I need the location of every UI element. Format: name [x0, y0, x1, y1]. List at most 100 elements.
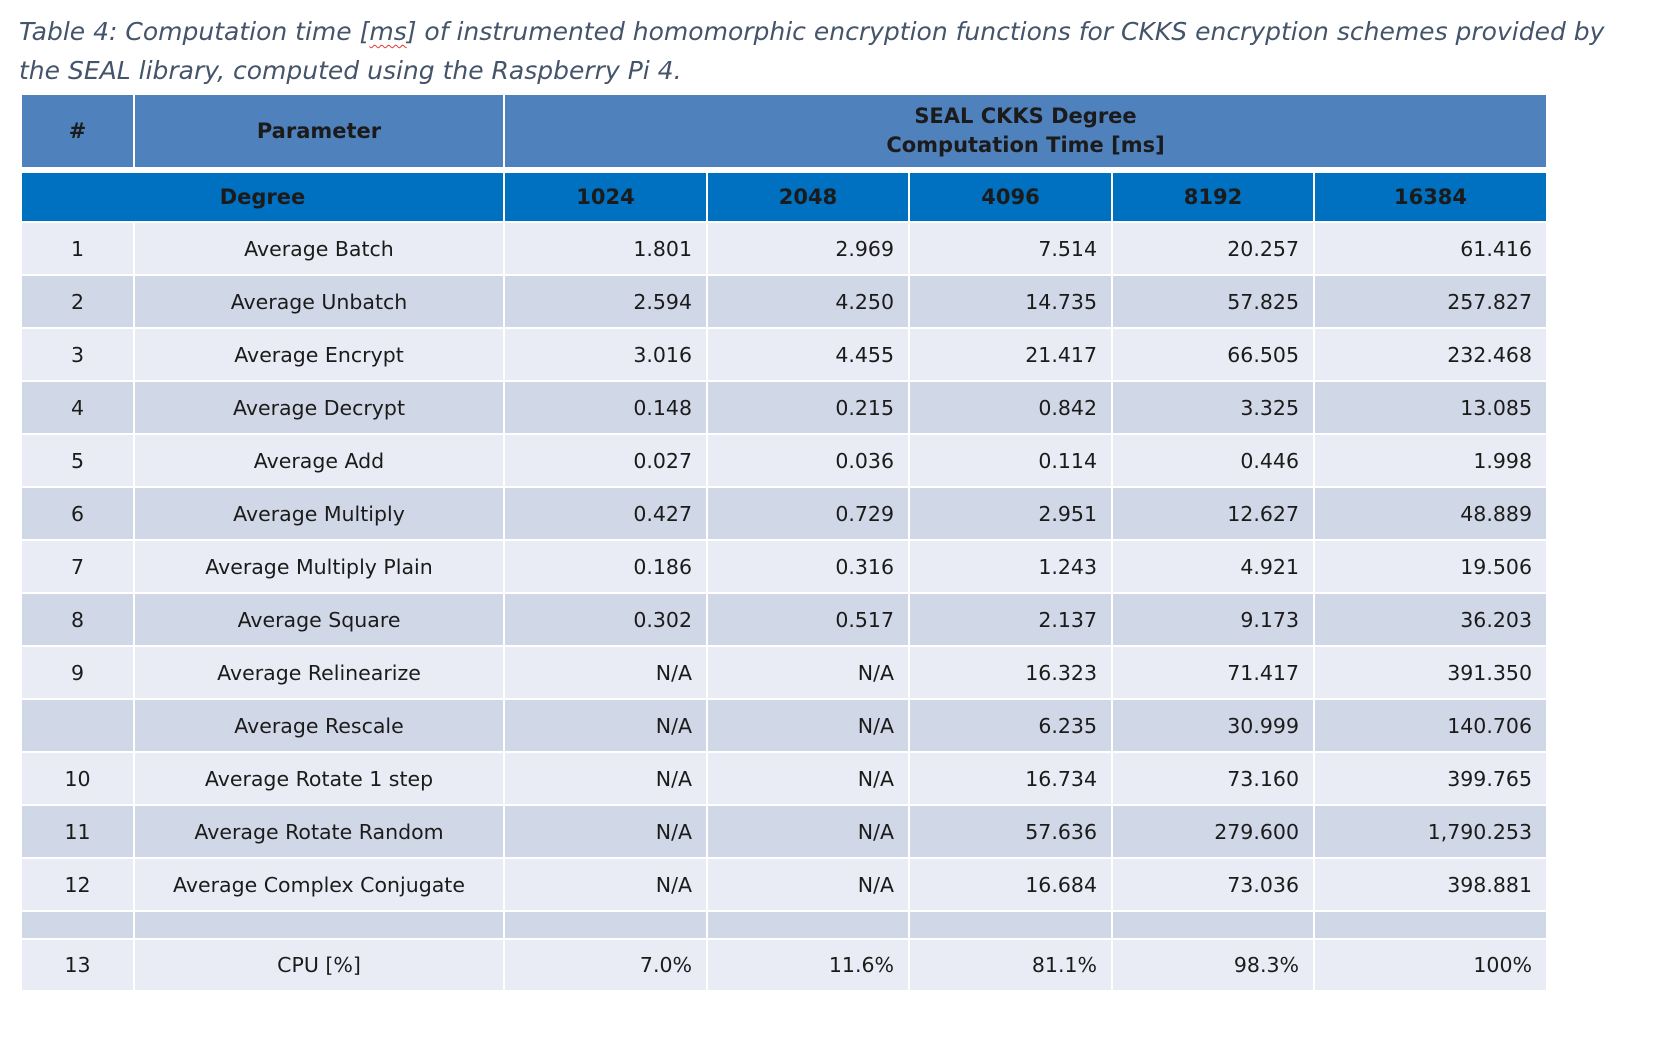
- caption-spellcheck-word: ms: [369, 17, 407, 46]
- row-number: 10: [20, 751, 135, 806]
- row-value-4096: 7.514: [908, 221, 1113, 276]
- header-num: #: [20, 93, 135, 171]
- row-value-16384: 399.765: [1313, 751, 1548, 806]
- row-value-8192: 9.173: [1111, 592, 1315, 647]
- spacer-cell: [1111, 910, 1315, 940]
- table-row: Average Rescale N/A N/A 6.235 30.999 140.706: [20, 698, 1548, 753]
- row-value-2048: 0.316: [706, 539, 910, 594]
- degree-4096: 4096: [908, 167, 1113, 223]
- row-value-16384: 391.350: [1313, 645, 1548, 700]
- caption-text-pre: Table 4: Computation time [: [19, 17, 370, 46]
- spacer-cell: [20, 910, 135, 940]
- row-value-8192: 57.825: [1111, 274, 1315, 329]
- row-value-4096: 2.137: [908, 592, 1113, 647]
- table-caption: Table 4: Computation time [ms] of instru…: [19, 12, 1639, 90]
- spacer-cell: [706, 910, 910, 940]
- table-row: 9 Average Relinearize N/A N/A 16.323 71.417 39…: [20, 645, 1548, 700]
- table-row: 4 Average Decrypt 0.148 0.215 0.842 3.325 13.0…: [20, 380, 1548, 435]
- caption-text-post: ] of instrumented homomorphic encryption…: [406, 17, 1605, 46]
- row-number: [20, 698, 135, 753]
- degree-row: Degree 1024 2048 4096 8192 16384: [20, 167, 1548, 223]
- row-value-2048: 0.215: [706, 380, 910, 435]
- row-value-2048: N/A: [706, 698, 910, 753]
- row-parameter: Average Add: [133, 433, 505, 488]
- row-number: 5: [20, 433, 135, 488]
- row-value-8192: 3.325: [1111, 380, 1315, 435]
- row-value-8192: 66.505: [1111, 327, 1315, 382]
- row-number: 6: [20, 486, 135, 541]
- caption-line-2: the SEAL library, computed using the Ras…: [19, 56, 682, 85]
- row-value-16384: 1.998: [1313, 433, 1548, 488]
- row-number: 12: [20, 857, 135, 912]
- row-value-1024: 1.801: [503, 221, 708, 276]
- row-parameter: Average Rotate Random: [133, 804, 505, 859]
- row-value-8192: 0.446: [1111, 433, 1315, 488]
- row-value-1024: 0.148: [503, 380, 708, 435]
- row-number: 9: [20, 645, 135, 700]
- header-group: SEAL CKKS Degree Computation Time [ms]: [503, 93, 1548, 171]
- cpu-value-2048: 11.6%: [706, 938, 910, 992]
- row-value-1024: 2.594: [503, 274, 708, 329]
- degree-1024: 1024: [503, 167, 708, 223]
- row-parameter: Average Square: [133, 592, 505, 647]
- table-row: 10 Average Rotate 1 step N/A N/A 16.734 73.16…: [20, 751, 1548, 806]
- row-value-16384: 1,790.253: [1313, 804, 1548, 859]
- degree-8192: 8192: [1111, 167, 1315, 223]
- header-row: # Parameter SEAL CKKS Degree Computation…: [20, 93, 1548, 171]
- row-value-2048: 0.517: [706, 592, 910, 647]
- row-value-4096: 1.243: [908, 539, 1113, 594]
- row-value-16384: 61.416: [1313, 221, 1548, 276]
- table-row: 8 Average Square 0.302 0.517 2.137 9.173 36.20…: [20, 592, 1548, 647]
- row-value-16384: 48.889: [1313, 486, 1548, 541]
- caption-line-1: Table 4: Computation time [ms] of instru…: [19, 12, 1639, 51]
- row-value-8192: 71.417: [1111, 645, 1315, 700]
- row-parameter: Average Multiply: [133, 486, 505, 541]
- row-value-1024: 0.427: [503, 486, 708, 541]
- row-parameter: Average Multiply Plain: [133, 539, 505, 594]
- row-value-1024: 0.302: [503, 592, 708, 647]
- row-value-4096: 16.734: [908, 751, 1113, 806]
- row-parameter: CPU [%]: [133, 938, 505, 992]
- row-value-1024: N/A: [503, 645, 708, 700]
- row-parameter: Average Decrypt: [133, 380, 505, 435]
- row-value-2048: 4.250: [706, 274, 910, 329]
- row-value-2048: 2.969: [706, 221, 910, 276]
- row-value-4096: 0.114: [908, 433, 1113, 488]
- row-number: 3: [20, 327, 135, 382]
- spacer-cell: [503, 910, 708, 940]
- row-value-8192: 4.921: [1111, 539, 1315, 594]
- row-value-1024: N/A: [503, 751, 708, 806]
- row-number: 13: [20, 938, 135, 992]
- row-number: 11: [20, 804, 135, 859]
- row-value-2048: 0.729: [706, 486, 910, 541]
- row-value-16384: 140.706: [1313, 698, 1548, 753]
- row-parameter: Average Complex Conjugate: [133, 857, 505, 912]
- row-value-16384: 36.203: [1313, 592, 1548, 647]
- cpu-value-1024: 7.0%: [503, 938, 708, 992]
- row-value-2048: 0.036: [706, 433, 910, 488]
- row-value-16384: 19.506: [1313, 539, 1548, 594]
- row-value-4096: 57.636: [908, 804, 1113, 859]
- row-parameter: Average Rescale: [133, 698, 505, 753]
- row-value-8192: 279.600: [1111, 804, 1315, 859]
- table-row: 5 Average Add 0.027 0.036 0.114 0.446 1.998: [20, 433, 1548, 488]
- row-value-1024: 3.016: [503, 327, 708, 382]
- row-value-16384: 13.085: [1313, 380, 1548, 435]
- row-value-1024: N/A: [503, 698, 708, 753]
- row-value-16384: 257.827: [1313, 274, 1548, 329]
- table-row: 2 Average Unbatch 2.594 4.250 14.735 57.825 25…: [20, 274, 1548, 329]
- row-value-8192: 12.627: [1111, 486, 1315, 541]
- header-group-line-1: SEAL CKKS Degree: [914, 104, 1137, 128]
- row-value-4096: 21.417: [908, 327, 1113, 382]
- row-value-4096: 16.684: [908, 857, 1113, 912]
- row-value-1024: 0.186: [503, 539, 708, 594]
- table-row: 6 Average Multiply 0.427 0.729 2.951 12.627 48…: [20, 486, 1548, 541]
- row-value-2048: N/A: [706, 857, 910, 912]
- degree-label: Degree: [20, 167, 505, 223]
- table-row: 11 Average Rotate Random N/A N/A 57.636 279.6…: [20, 804, 1548, 859]
- row-value-4096: 14.735: [908, 274, 1113, 329]
- header-group-line-2: Computation Time [ms]: [886, 133, 1165, 157]
- row-value-4096: 2.951: [908, 486, 1113, 541]
- row-parameter: Average Batch: [133, 221, 505, 276]
- cpu-value-4096: 81.1%: [908, 938, 1113, 992]
